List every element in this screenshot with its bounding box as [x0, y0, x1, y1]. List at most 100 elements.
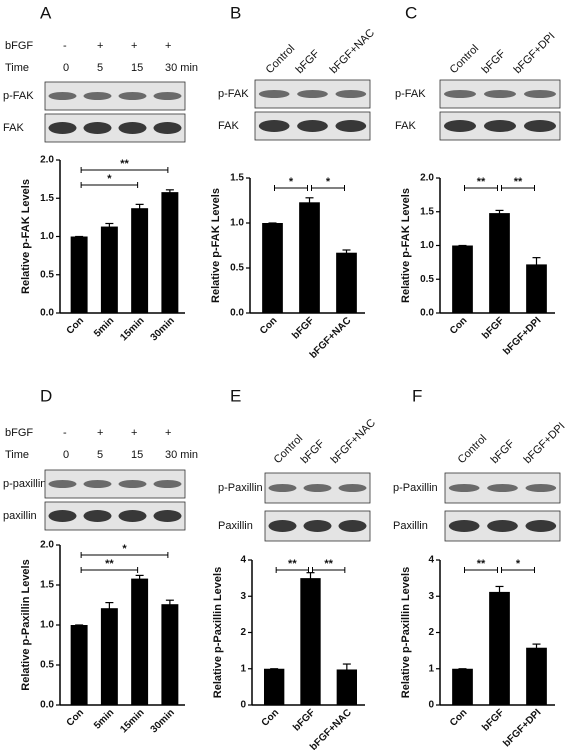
blot-label: p-Paxillin — [218, 482, 263, 494]
blot-label: FAK — [218, 120, 239, 132]
y-axis-title: Relative p-FAK Levels — [210, 188, 222, 303]
y-tick-label: 2.0 — [420, 173, 434, 184]
blot-label: p-FAK — [3, 90, 34, 102]
x-tick-label: bFGF+DPI — [501, 315, 543, 357]
x-tick-label: Con — [65, 315, 87, 337]
blot-band — [487, 520, 518, 532]
blot-band — [258, 90, 290, 98]
bar — [336, 252, 357, 313]
x-tick-label: 15min — [118, 707, 146, 735]
y-tick-label: 2 — [240, 627, 246, 638]
blot-band — [48, 480, 77, 488]
blot-label: p-FAK — [218, 88, 249, 100]
sig-label: ** — [477, 558, 486, 570]
lane-label: bFGF+NAC — [329, 417, 378, 466]
blot-band — [153, 122, 182, 134]
blot-label: Paxillin — [393, 520, 428, 532]
sig-label: * — [516, 558, 521, 570]
bar — [100, 226, 118, 313]
bar — [336, 669, 358, 705]
bar — [70, 236, 88, 313]
blot-band — [448, 484, 480, 492]
panel-label: D — [40, 386, 52, 405]
blot-band — [484, 90, 516, 98]
y-tick-label: 1.5 — [40, 580, 54, 591]
sig-label: ** — [120, 158, 129, 170]
panel-label: E — [230, 386, 241, 405]
bar — [161, 192, 179, 313]
blot-band — [484, 120, 516, 132]
sig-label: * — [122, 543, 127, 555]
bar — [526, 264, 547, 313]
blot-band — [268, 520, 297, 532]
y-axis-title: Relative p-Paxillin Levels — [212, 567, 224, 698]
sig-label: * — [326, 176, 331, 188]
x-tick-label: Con — [448, 707, 470, 729]
y-tick-label: 0.5 — [420, 274, 434, 285]
blot-band — [335, 120, 367, 132]
blot-band — [524, 90, 556, 98]
blot-band — [153, 510, 182, 522]
blot-band — [83, 92, 112, 100]
blot-band — [303, 484, 332, 492]
y-axis-title: Relative p-FAK Levels — [400, 188, 412, 303]
sig-label: * — [289, 176, 294, 188]
blot-band — [487, 484, 518, 492]
bar — [489, 591, 510, 705]
blot-band — [525, 484, 557, 492]
y-tick-label: 0.0 — [230, 308, 244, 319]
blot-band — [118, 122, 147, 134]
x-tick-label: 30min — [149, 707, 177, 735]
sig-label: ** — [288, 558, 297, 570]
blot-band — [444, 120, 476, 132]
sig-label: * — [107, 173, 112, 185]
y-tick-label: 4 — [240, 555, 246, 566]
treatment-value: 5 — [97, 62, 103, 74]
treatment-value: - — [63, 40, 67, 52]
bar — [262, 223, 283, 313]
blot-label: FAK — [3, 122, 24, 134]
blot-band — [303, 520, 332, 532]
y-tick-label: 1.0 — [40, 620, 54, 631]
bar — [263, 668, 285, 705]
lane-label: bFGF+DPI — [512, 30, 558, 76]
blot-band — [153, 92, 182, 100]
treatment-value: - — [63, 427, 67, 439]
bar — [452, 245, 473, 313]
blot-band — [48, 122, 77, 134]
y-tick-label: 0.0 — [40, 308, 54, 319]
y-tick-label: 1.0 — [230, 218, 244, 229]
blot-band — [297, 90, 328, 98]
blot-band — [83, 122, 112, 134]
x-tick-label: bFGF+DPI — [501, 707, 543, 749]
treatment-value: + — [97, 40, 103, 52]
blot-label: FAK — [395, 120, 416, 132]
blot-band — [258, 120, 290, 132]
bar — [299, 202, 320, 313]
lane-label: Control — [272, 433, 306, 467]
bar — [300, 578, 321, 705]
y-tick-label: 3 — [240, 591, 246, 602]
sig-label: ** — [105, 558, 114, 570]
x-tick-label: Con — [65, 707, 87, 729]
x-tick-label: 5min — [92, 707, 116, 731]
treatment-value: + — [131, 427, 137, 439]
blot-label: p-FAK — [395, 88, 426, 100]
treatment-value: 30 min — [165, 62, 198, 74]
y-tick-label: 0.5 — [40, 660, 54, 671]
blot-band — [118, 480, 147, 488]
y-tick-label: 2.0 — [40, 155, 54, 166]
blot-band — [83, 480, 112, 488]
treatment-value: 15 — [131, 62, 143, 74]
y-tick-label: 1 — [240, 663, 246, 674]
treatment-value: + — [165, 427, 171, 439]
sig-label: ** — [477, 176, 486, 188]
blot-band — [338, 520, 367, 532]
y-tick-label: 1.5 — [40, 193, 54, 204]
blot-band — [335, 90, 367, 98]
blot-band — [48, 510, 77, 522]
blot-band — [153, 480, 182, 488]
y-tick-label: 0.5 — [230, 263, 244, 274]
y-tick-label: 1 — [428, 663, 434, 674]
